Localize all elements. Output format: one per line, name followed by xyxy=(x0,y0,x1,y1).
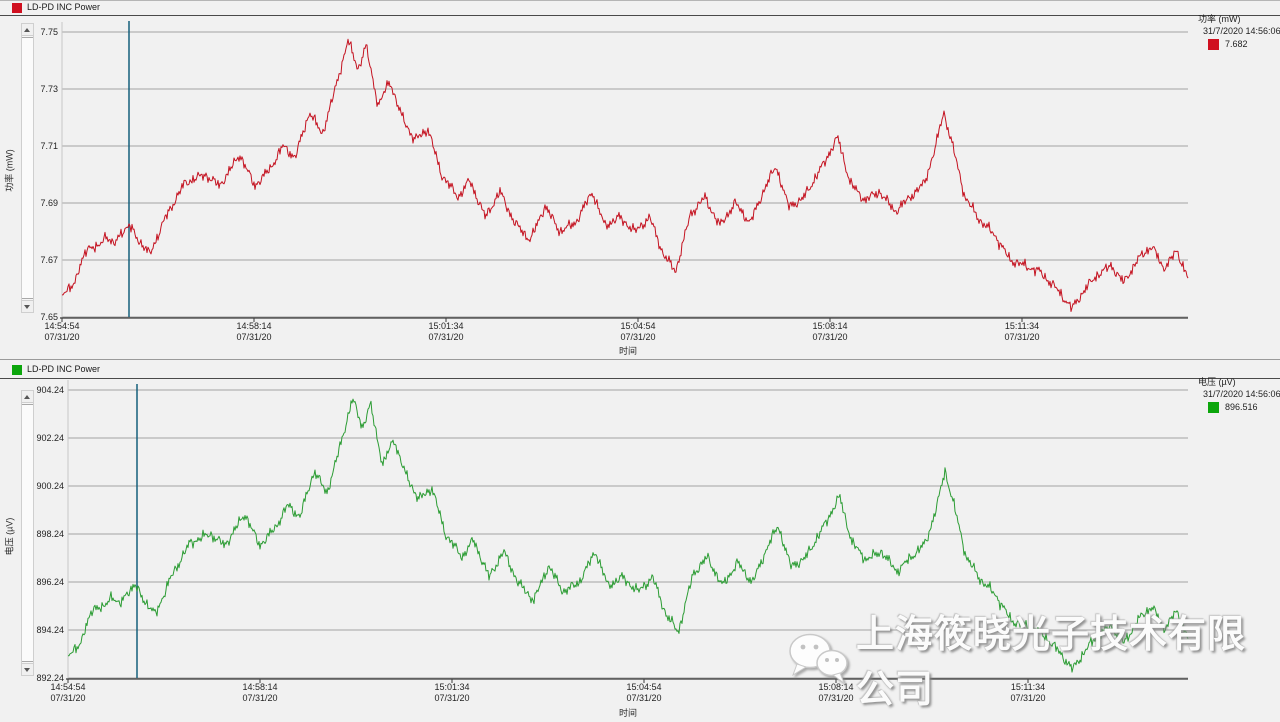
y-tick-label: 896.24 xyxy=(36,577,64,587)
x-tick-date-label: 07/31/20 xyxy=(242,693,278,703)
legend-timestamp: 31/7/2020 14:56:06 xyxy=(1203,389,1280,399)
x-tick-date-label: 07/31/20 xyxy=(428,332,464,342)
x-tick-time-label: 14:54:54 xyxy=(44,321,80,331)
legend-timestamp: 31/7/2020 14:56:06 xyxy=(1203,26,1280,36)
y-tick-label: 7.69 xyxy=(40,198,58,208)
x-tick-time-label: 15:11:34 xyxy=(1004,321,1040,331)
scrollbar-thumb[interactable] xyxy=(22,37,33,299)
legend-cursor-value: 7.682 xyxy=(1225,39,1248,49)
voltage-y-scrollbar[interactable] xyxy=(21,390,34,676)
scroll-up-button[interactable] xyxy=(22,24,33,36)
y-tick-label: 902.24 xyxy=(36,433,64,443)
x-tick-time-label: 15:04:54 xyxy=(620,321,656,331)
x-tick-date-label: 07/31/20 xyxy=(620,332,656,342)
voltage-chart-section: LD-PD INC Power 电压 (µV) 时间 电压 (µV) 31/7/… xyxy=(0,359,1280,722)
power-series-line xyxy=(62,38,1189,312)
legend-cursor-value: 896.516 xyxy=(1225,402,1258,412)
x-tick-date-label: 07/31/20 xyxy=(50,693,86,703)
power-legend: 功率 (mW) 31/7/2020 14:56:06 7.682 xyxy=(1196,13,1280,50)
x-tick-time-label: 14:54:54 xyxy=(50,682,86,692)
legend-series-swatch xyxy=(1208,38,1219,50)
voltage-series-line xyxy=(68,398,1189,673)
power-y-scrollbar[interactable] xyxy=(21,23,34,313)
y-tick-label: 7.67 xyxy=(40,255,58,265)
y-tick-label: 894.24 xyxy=(36,625,64,635)
power-plot-area[interactable] xyxy=(0,1,1280,359)
voltage-series-swatch xyxy=(12,365,22,375)
x-tick-date-label: 07/31/20 xyxy=(818,693,854,703)
y-tick-label: 898.24 xyxy=(36,529,64,539)
y-tick-label: 7.73 xyxy=(40,84,58,94)
y-tick-label: 900.24 xyxy=(36,481,64,491)
x-tick-time-label: 15:08:14 xyxy=(812,321,848,331)
x-tick-date-label: 07/31/20 xyxy=(1004,332,1040,342)
arrow-down-icon xyxy=(24,668,30,672)
y-tick-label: 7.75 xyxy=(40,27,58,37)
x-tick-date-label: 07/31/20 xyxy=(44,332,80,342)
header-divider xyxy=(0,378,1280,379)
x-tick-date-label: 07/31/20 xyxy=(812,332,848,342)
x-tick-date-label: 07/31/20 xyxy=(236,332,272,342)
voltage-x-axis-title: 时间 xyxy=(618,708,637,718)
power-chart-header: LD-PD INC Power xyxy=(0,1,1280,15)
x-tick-time-label: 15:01:34 xyxy=(428,321,464,331)
header-divider xyxy=(0,15,1280,16)
voltage-plot-area[interactable] xyxy=(0,360,1280,722)
voltage-legend: 电压 (µV) 31/7/2020 14:56:06 896.516 xyxy=(1196,376,1280,413)
x-tick-time-label: 15:08:14 xyxy=(818,682,854,692)
x-tick-date-label: 07/31/20 xyxy=(434,693,470,703)
legend-axis-label: 功率 (mW) xyxy=(1198,14,1241,24)
scrollbar-thumb[interactable] xyxy=(22,404,33,662)
x-tick-date-label: 07/31/20 xyxy=(1010,693,1046,703)
x-tick-time-label: 15:04:54 xyxy=(626,682,662,692)
voltage-series-title: LD-PD INC Power xyxy=(27,364,101,374)
x-tick-time-label: 15:01:34 xyxy=(434,682,470,692)
arrow-up-icon xyxy=(24,395,30,399)
y-tick-label: 7.71 xyxy=(40,141,58,151)
arrow-down-icon xyxy=(24,305,30,309)
arrow-up-icon xyxy=(24,28,30,32)
power-x-axis-title: 时间 xyxy=(618,346,637,356)
scroll-down-button[interactable] xyxy=(22,300,33,312)
x-tick-time-label: 14:58:14 xyxy=(236,321,272,331)
y-tick-label: 7.65 xyxy=(40,312,58,322)
legend-series-swatch xyxy=(1208,401,1219,413)
y-tick-label: 904.24 xyxy=(36,385,64,395)
power-chart-section: LD-PD INC Power 功率 (mW) 时间 功率 (mW) 31/7/… xyxy=(0,1,1280,359)
power-series-swatch xyxy=(12,3,22,13)
x-tick-date-label: 07/31/20 xyxy=(626,693,662,703)
legend-axis-label: 电压 (µV) xyxy=(1198,377,1236,387)
scroll-down-button[interactable] xyxy=(22,663,33,675)
power-series-title: LD-PD INC Power xyxy=(27,2,101,12)
x-tick-time-label: 14:58:14 xyxy=(242,682,278,692)
x-tick-time-label: 15:11:34 xyxy=(1010,682,1046,692)
voltage-chart-header: LD-PD INC Power xyxy=(0,363,1280,377)
y-tick-label: 892.24 xyxy=(36,673,64,683)
scroll-up-button[interactable] xyxy=(22,391,33,403)
